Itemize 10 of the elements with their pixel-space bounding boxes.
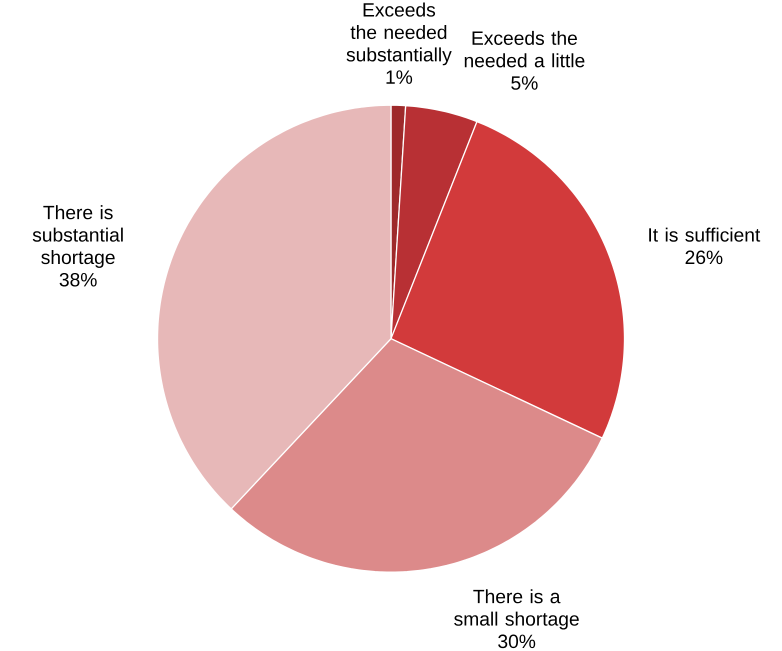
data-label: 1% — [386, 70, 412, 84]
slice-label: Exceeds the needed substantially — [346, 2, 452, 66]
slice-label: Exceeds the needed a little — [464, 30, 584, 68]
slice-label: There is substantial shortage — [32, 205, 123, 268]
slice-label: There is a small shortage — [454, 589, 579, 630]
slice-label: It is sufficient — [649, 228, 760, 242]
data-label: 26% — [686, 250, 722, 264]
data-label: 38% — [60, 273, 97, 287]
data-label: 30% — [498, 634, 536, 648]
data-label: 5% — [511, 76, 538, 90]
